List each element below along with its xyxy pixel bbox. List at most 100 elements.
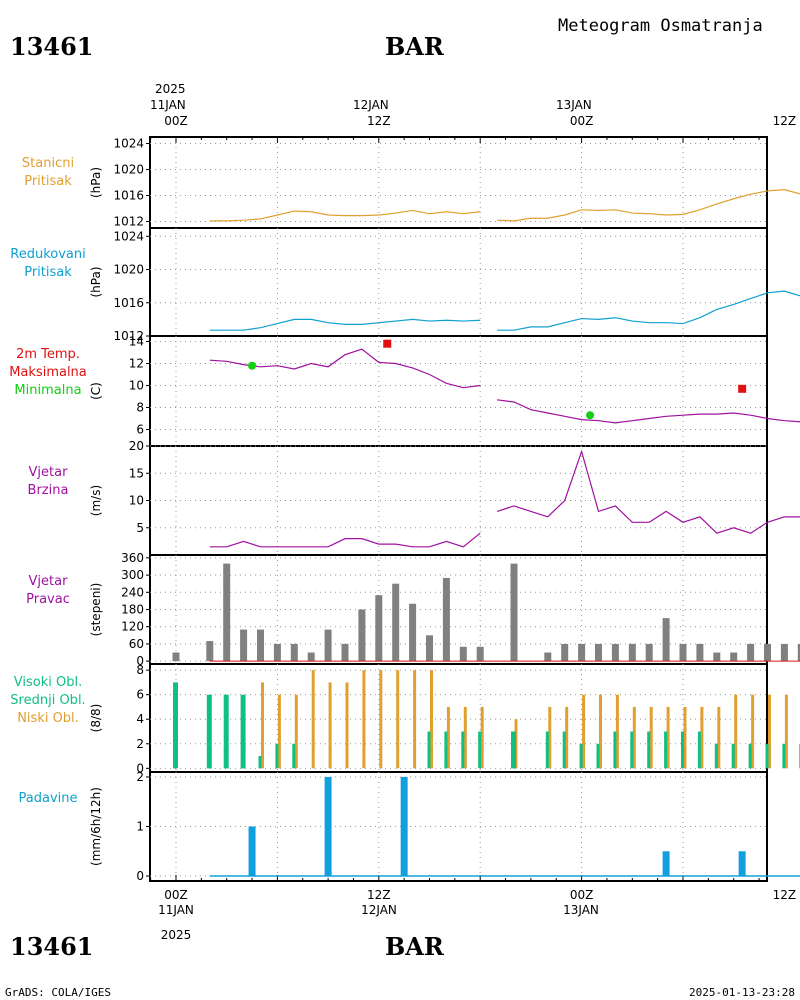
p5-label-0: Vjetar xyxy=(29,574,69,589)
mid-cloud-bar xyxy=(681,731,684,769)
low-cloud-bar xyxy=(599,694,602,769)
wind-direction-bar xyxy=(324,629,332,662)
mid-cloud-bar xyxy=(748,743,752,769)
p6-label-2: Niski Obl. xyxy=(17,711,79,726)
high-cloud-bar xyxy=(173,682,178,769)
wind-direction-bar xyxy=(375,595,383,662)
p7-tick-label: 1 xyxy=(136,820,144,834)
p3-label-2: Minimalna xyxy=(14,383,81,398)
top-year: 2025 xyxy=(155,82,186,96)
low-cloud-bar xyxy=(632,706,636,769)
wind-direction-bar xyxy=(206,641,214,662)
mid-cloud-bar xyxy=(562,731,566,769)
high-cloud-bar xyxy=(223,694,229,769)
top-hour-label: 12Z xyxy=(367,114,391,128)
mid-cloud-bar xyxy=(258,756,262,769)
mid-cloud-bar xyxy=(647,731,651,769)
mid-cloud-bar xyxy=(782,743,786,769)
p5-label-1: Pravac xyxy=(26,592,70,607)
low-cloud-bar xyxy=(396,670,400,769)
p3-unit: (C) xyxy=(89,382,103,400)
p2-label-1: Pritisak xyxy=(24,265,72,280)
wind-direction-bar xyxy=(240,629,248,662)
p1-tick-label: 1012 xyxy=(113,215,144,229)
wind-direction-bar xyxy=(780,643,788,662)
low-cloud-bar xyxy=(328,682,332,769)
station-pressure-line-segment-0 xyxy=(209,209,481,222)
p3-tick-label: 10 xyxy=(129,379,144,393)
low-cloud-bar xyxy=(413,670,417,769)
low-cloud-bar xyxy=(768,694,771,769)
wind-speed-line-segment-0 xyxy=(209,532,481,548)
reduced-pressure-line-segment-0 xyxy=(209,318,481,331)
p2-label-0: Redukovani xyxy=(10,247,85,262)
wind-direction-bar xyxy=(679,643,687,662)
top-hour-label: 12Z xyxy=(773,114,797,128)
p3-tick-label: 12 xyxy=(129,357,144,371)
low-cloud-bar xyxy=(463,706,467,769)
mid-cloud-bar xyxy=(275,743,279,769)
wind-direction-bar xyxy=(307,652,315,662)
station-number-bottom: 13461 xyxy=(10,932,94,961)
mid-cloud-bar xyxy=(765,743,769,769)
mid-cloud-bar xyxy=(444,731,448,769)
low-cloud-bar xyxy=(700,706,704,769)
p1-tick-label: 1020 xyxy=(113,163,144,177)
low-cloud-bar xyxy=(345,682,349,769)
high-cloud-bar xyxy=(206,694,212,769)
p7-tick-label: 0 xyxy=(136,869,144,883)
mid-cloud-bar xyxy=(731,743,735,769)
wind-direction-bar xyxy=(426,635,433,662)
wind-direction-bar xyxy=(409,603,417,662)
mid-cloud-bar xyxy=(579,743,583,769)
p6-label-0: Visoki Obl. xyxy=(14,675,82,690)
station-pressure-line-segment-1 xyxy=(497,189,800,222)
p1-label-1: Pritisak xyxy=(24,174,72,189)
wind-direction-bar xyxy=(257,629,264,662)
wind-direction-bar xyxy=(730,652,738,662)
station-number-top: 13461 xyxy=(10,32,94,61)
p3-label-1: Maksimalna xyxy=(9,365,87,380)
p1-unit: (hPa) xyxy=(89,167,103,198)
low-cloud-bar xyxy=(261,682,264,769)
station-name-top: BAR xyxy=(385,32,445,61)
high-cloud-bar xyxy=(240,694,246,769)
p1-label-0: Stanicni xyxy=(22,156,74,171)
p5-tick-label: 120 xyxy=(121,620,144,634)
page-title: Meteogram Osmatranja xyxy=(558,16,763,36)
low-cloud-bar xyxy=(582,694,586,769)
bottom-hour-label: 12Z xyxy=(773,888,797,902)
wind-direction-bar xyxy=(442,577,450,662)
wind-speed-line-segment-1 xyxy=(496,449,800,534)
p6-tick-label: 6 xyxy=(136,688,144,702)
wind-direction-bar xyxy=(510,563,518,662)
mid-cloud-bar xyxy=(596,743,600,769)
low-cloud-bar xyxy=(666,706,670,769)
p4-tick-label: 15 xyxy=(129,466,144,480)
p1-tick-label: 1016 xyxy=(113,189,144,203)
p4-label-1: Brzina xyxy=(28,483,69,498)
wind-direction-bar xyxy=(797,643,800,662)
tmin-marker xyxy=(248,361,257,370)
p2-tick-label: 1012 xyxy=(113,329,144,343)
p6-tick-label: 8 xyxy=(136,663,144,677)
p4-tick-label: 5 xyxy=(136,521,144,535)
p6-unit: (8/8) xyxy=(89,704,103,733)
wind-direction-bar xyxy=(628,643,636,662)
low-cloud-bar xyxy=(362,670,366,769)
precip-bar xyxy=(662,851,670,877)
bottom-year: 2025 xyxy=(161,928,192,942)
p2-tick-label: 1020 xyxy=(113,263,144,277)
wind-direction-bar xyxy=(764,643,771,662)
low-cloud-bar xyxy=(548,706,552,769)
low-cloud-bar xyxy=(446,706,450,769)
p5-tick-label: 240 xyxy=(121,585,144,599)
wind-direction-bar xyxy=(595,643,602,662)
bottom-hour-label: 12Z xyxy=(367,888,391,902)
wind-direction-bar xyxy=(611,643,619,662)
wind-direction-bar xyxy=(290,643,298,662)
wind-direction-bar xyxy=(459,646,467,662)
top-date-3: 13JAN xyxy=(556,98,592,112)
p7-unit: (mm/6h/12h) xyxy=(89,787,103,866)
